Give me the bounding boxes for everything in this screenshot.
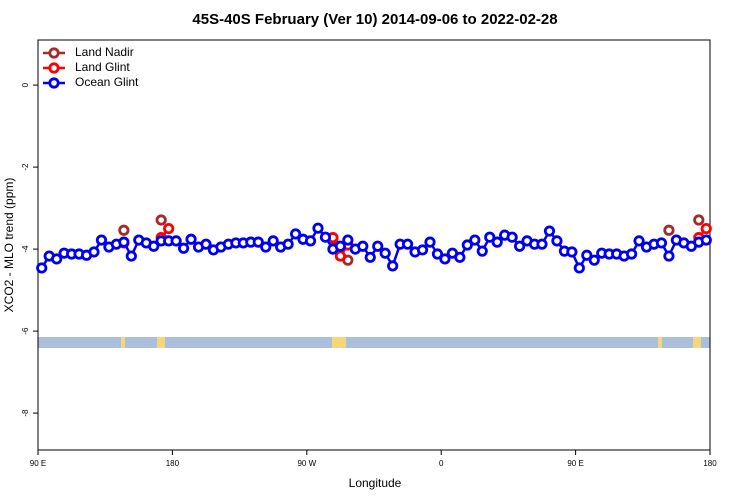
data-point: [431, 248, 444, 260]
data-point: [155, 214, 167, 226]
data-point: [633, 235, 645, 247]
data-point: [573, 262, 585, 274]
data-point: [387, 260, 399, 272]
plot-frame: [37, 39, 711, 451]
data-point: [655, 237, 668, 249]
data-point: [185, 233, 197, 245]
ocean-band: [38, 337, 710, 348]
data-point: [163, 223, 175, 235]
chart-title: 45S-40S February (Ver 10) 2014-09-06 to …: [192, 11, 557, 28]
data-point: [536, 238, 548, 250]
data-point: [118, 236, 130, 248]
data-point: [372, 240, 384, 252]
data-point: [379, 247, 391, 259]
data-point: [700, 223, 712, 235]
land-patch: [693, 337, 701, 348]
data-point: [693, 214, 705, 226]
data-point: [566, 246, 578, 258]
y-tick-label: -2: [21, 163, 30, 171]
data-point: [88, 246, 100, 258]
data-point: [439, 253, 451, 265]
data-point: [357, 240, 369, 252]
data-point: [51, 253, 63, 265]
data-point: [342, 234, 354, 246]
legend-label: Ocean Glint: [75, 75, 139, 89]
data-point: [148, 240, 160, 252]
legend-marker: [48, 77, 60, 89]
data-point: [625, 248, 638, 260]
data-point: [484, 231, 496, 243]
data-point: [461, 239, 473, 251]
land-patch: [332, 337, 346, 348]
x-tick-label: 90 E: [567, 459, 583, 468]
land-patch: [658, 337, 662, 348]
data-point: [252, 236, 264, 248]
land-ocean-band: [38, 337, 710, 348]
data-point: [581, 249, 593, 261]
data-point: [476, 245, 488, 257]
data-point: [700, 234, 712, 246]
data-point: [543, 225, 556, 237]
data-point: [416, 244, 429, 256]
x-axis-label: Longitude: [349, 476, 402, 490]
data-point: [170, 235, 182, 247]
data-point: [401, 238, 414, 250]
data-point: [663, 250, 675, 262]
data-point: [334, 240, 346, 252]
data-point: [304, 235, 317, 247]
y-tick-label: 0: [21, 82, 30, 87]
y-axis-label: XCO2 - MLO trend (ppm): [2, 178, 16, 313]
data-point: [267, 235, 279, 247]
legend-marker: [48, 62, 60, 74]
data-point: [312, 222, 324, 234]
legend-label: Land Glint: [75, 60, 130, 74]
legend-label: Land Nadir: [75, 45, 134, 59]
data-point: [282, 238, 294, 250]
data-point: [551, 235, 563, 247]
y-tick-label: -8: [21, 409, 30, 417]
x-tick-label: 180: [166, 459, 180, 468]
data-point: [506, 231, 518, 243]
x-tick-label: 180: [703, 459, 717, 468]
x-tick-label: 0: [439, 459, 444, 468]
data-point: [125, 250, 137, 262]
series: [36, 222, 712, 274]
data-point: [319, 231, 332, 243]
data-point: [289, 228, 302, 240]
data-point: [469, 234, 481, 246]
y-tick-label: -6: [21, 327, 30, 335]
data-point: [424, 236, 436, 248]
data-point: [364, 251, 376, 263]
land-patch: [121, 337, 125, 348]
data-point: [663, 224, 675, 236]
data-point: [513, 240, 526, 252]
x-tick-label: 90 W: [297, 459, 316, 468]
land-patch: [157, 337, 165, 348]
data-point: [260, 241, 272, 253]
data-point: [588, 254, 600, 266]
data-point: [118, 224, 130, 236]
data-point: [95, 234, 108, 246]
data-point: [200, 238, 212, 250]
data-point: [334, 250, 346, 262]
x-tick-label: 90 E: [30, 459, 46, 468]
data-point: [491, 236, 503, 248]
data-point: [178, 242, 190, 254]
legend-marker: [48, 47, 60, 59]
y-tick-label: -4: [21, 245, 30, 253]
data-point: [36, 262, 48, 274]
data-point: [454, 251, 466, 263]
